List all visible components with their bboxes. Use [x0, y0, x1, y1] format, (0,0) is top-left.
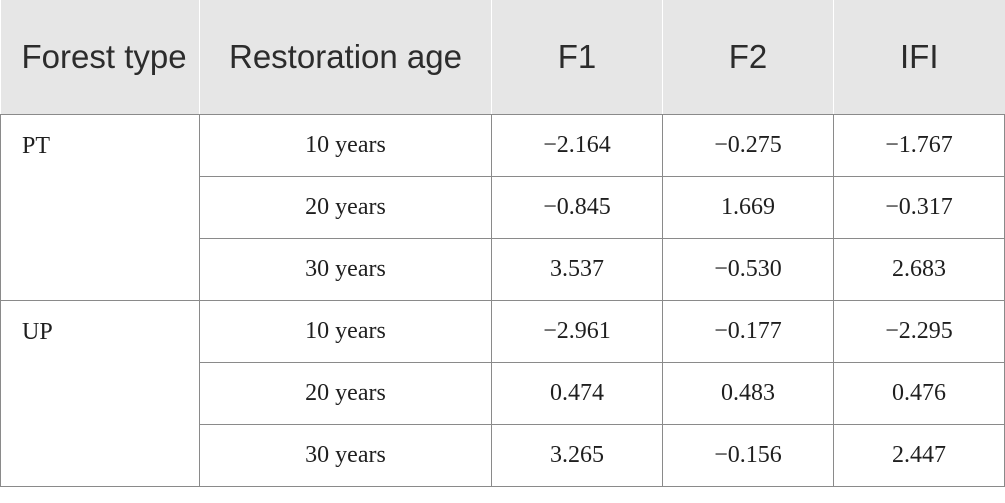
forest-type-cell: PT: [0, 114, 200, 301]
restoration-age-cell: 20 years: [199, 362, 492, 425]
table-row: 30 years 3.265 −0.156 2.447: [1, 424, 1005, 487]
restoration-age-cell: 30 years: [199, 238, 492, 301]
table-header: Forest type Restoration age F1 F2 IFI: [0, 0, 1005, 115]
f1-cell: 3.537: [491, 238, 663, 301]
ifi-cell: 2.683: [833, 238, 1005, 301]
header-restoration-age: Restoration age: [199, 0, 492, 115]
header-f2: F2: [662, 0, 834, 115]
forest-type-cell: UP: [0, 300, 200, 487]
f1-cell: −0.845: [491, 176, 663, 239]
restoration-age-cell: 10 years: [199, 114, 492, 177]
ifi-cell: −1.767: [833, 114, 1005, 177]
table-row: PT 10 years −2.164 −0.275 −1.767: [0, 114, 1005, 301]
ifi-cell: 0.476: [833, 362, 1005, 425]
f2-cell: −0.530: [662, 238, 834, 301]
table-row: UP 10 years −2.961 −0.177 −2.295: [0, 300, 1005, 487]
f2-cell: −0.177: [662, 300, 834, 363]
f1-cell: 3.265: [491, 424, 663, 487]
header-ifi: IFI: [833, 0, 1005, 115]
restoration-age-cell: 10 years: [199, 300, 492, 363]
header-f1: F1: [491, 0, 663, 115]
table-row: 30 years 3.537 −0.530 2.683: [1, 238, 1005, 301]
f2-cell: 0.483: [662, 362, 834, 425]
ifi-cell: −0.317: [833, 176, 1005, 239]
ifi-cell: 2.447: [833, 424, 1005, 487]
restoration-age-cell: 30 years: [199, 424, 492, 487]
table-row: 20 years 0.474 0.483 0.476: [1, 362, 1005, 425]
results-table: Forest type Restoration age F1 F2 IFI PT…: [0, 0, 1005, 487]
ifi-cell: −2.295: [833, 300, 1005, 363]
header-forest-type: Forest type: [0, 0, 200, 115]
header-row: Forest type Restoration age F1 F2 IFI: [0, 0, 1005, 115]
restoration-age-cell: 20 years: [199, 176, 492, 239]
f1-cell: 0.474: [491, 362, 663, 425]
f2-cell: 1.669: [662, 176, 834, 239]
f1-cell: −2.164: [491, 114, 663, 177]
table-row: 20 years −0.845 1.669 −0.317: [1, 176, 1005, 239]
table-body: PT 10 years −2.164 −0.275 −1.767 20 year…: [0, 114, 1005, 487]
f2-cell: −0.156: [662, 424, 834, 487]
f2-cell: −0.275: [662, 114, 834, 177]
f1-cell: −2.961: [491, 300, 663, 363]
